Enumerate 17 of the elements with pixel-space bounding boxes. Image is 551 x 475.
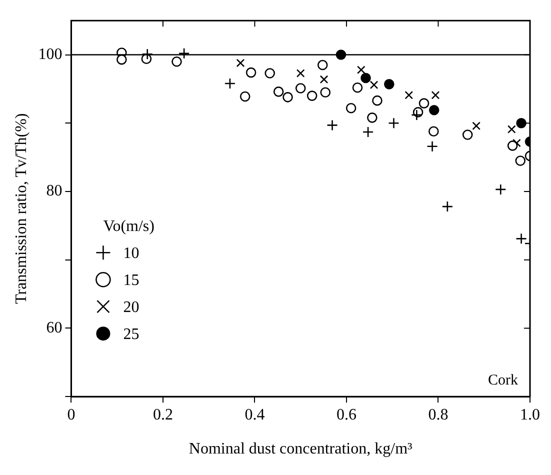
x-tick-label: 0 — [67, 406, 76, 424]
legend-label: 25 — [123, 326, 140, 343]
x-tick-label: 0.8 — [428, 406, 448, 424]
legend-label: 15 — [123, 272, 140, 289]
y-tick-label: 80 — [46, 182, 62, 200]
legend-label: 10 — [123, 244, 140, 262]
y-tick-label: 100 — [38, 46, 62, 63]
y-tick-label: 60 — [46, 319, 62, 336]
x-tick-label: 0.4 — [244, 406, 265, 424]
legend-title: Vo(m/s) — [103, 218, 154, 235]
x-tick-label: 0.2 — [152, 406, 173, 424]
x-tick-label: 1.0 — [520, 406, 540, 424]
annotation: Cork — [488, 372, 518, 389]
x-axis-title: Nominal dust concentration, kg/m³ — [188, 440, 413, 458]
legend-label: 20 — [123, 298, 140, 316]
x-tick-label: 0.6 — [336, 406, 356, 424]
y-axis-title: Transmission ratio, Tv/Th(%) — [12, 113, 30, 304]
